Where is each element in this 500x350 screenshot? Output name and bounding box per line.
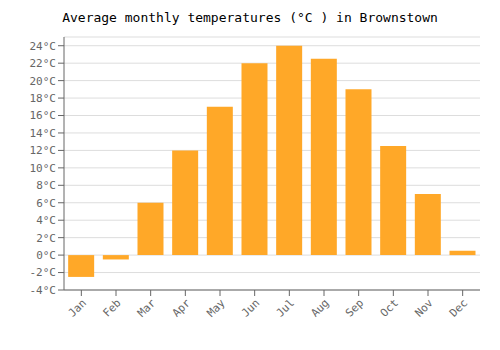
svg-text:May: May <box>204 296 228 320</box>
svg-text:Jul: Jul <box>274 296 297 319</box>
svg-text:Feb: Feb <box>100 296 123 319</box>
svg-text:Jun: Jun <box>239 296 262 319</box>
svg-text:2°C: 2°C <box>36 232 56 245</box>
svg-text:Dec: Dec <box>447 296 470 319</box>
svg-text:-2°C: -2°C <box>30 266 57 279</box>
svg-text:20°C: 20°C <box>30 75 57 88</box>
svg-text:12°C: 12°C <box>30 144 57 157</box>
svg-text:14°C: 14°C <box>30 127 57 140</box>
svg-text:Sep: Sep <box>343 296 366 319</box>
svg-text:8°C: 8°C <box>36 179 56 192</box>
svg-text:Nov: Nov <box>412 296 436 320</box>
svg-text:4°C: 4°C <box>36 214 56 227</box>
svg-text:Mar: Mar <box>135 296 159 320</box>
svg-text:Jan: Jan <box>66 296 89 319</box>
svg-text:Oct: Oct <box>378 296 401 319</box>
svg-text:Aug: Aug <box>308 296 331 319</box>
html-text:Average monthly temperatures (: Average monthly temperatures (°C ) in Br… <box>62 10 438 25</box>
svg-text:18°C: 18°C <box>30 92 57 105</box>
svg-text:22°C: 22°C <box>30 57 57 70</box>
svg-text:16°C: 16°C <box>30 109 57 122</box>
svg-text:10°C: 10°C <box>30 162 57 175</box>
svg-text:-4°C: -4°C <box>30 284 57 297</box>
svg-text:0°C: 0°C <box>36 249 56 262</box>
svg-text:24°C: 24°C <box>30 40 57 53</box>
svg-text:Apr: Apr <box>170 296 194 320</box>
svg-text:6°C: 6°C <box>36 197 56 210</box>
